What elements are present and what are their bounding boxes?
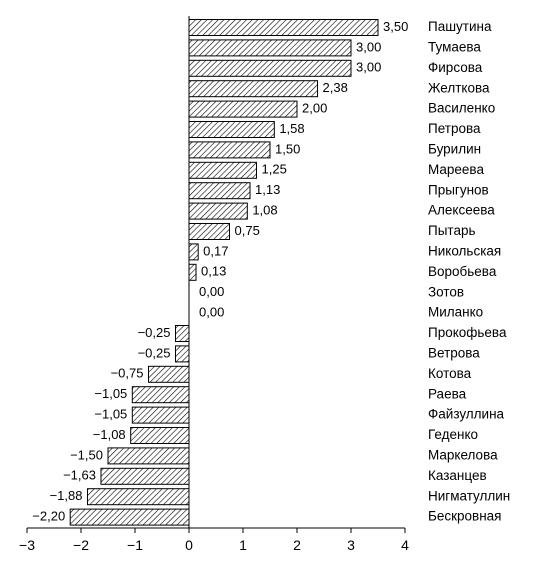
bar (69, 508, 190, 526)
bar (188, 243, 199, 261)
value-label: −1,63 (63, 468, 96, 483)
bar (131, 406, 190, 424)
x-tick-label: −2 (73, 537, 89, 553)
value-label: 0,17 (203, 243, 228, 258)
value-label: 0,13 (201, 264, 226, 279)
value-label: 2,00 (302, 101, 327, 116)
category-label: Файзуллина (428, 407, 505, 422)
category-label: Раева (428, 386, 467, 401)
category-label: Бескровная (428, 509, 502, 524)
bar (188, 39, 352, 57)
labels-layer: 3,50 Пашутина 3,00 Тумаева 3,00 Фирсова 2,38 Же… (32, 19, 510, 524)
bar (130, 427, 190, 444)
value-label: −1,05 (94, 407, 127, 422)
x-tick-label: 3 (347, 537, 355, 553)
category-label: Зотов (428, 284, 464, 299)
bar (107, 447, 190, 465)
category-label: Прокофьева (428, 325, 507, 340)
category-label: Воробьева (428, 264, 497, 279)
bar (86, 488, 190, 506)
value-label: 1,25 (262, 162, 287, 177)
bar (188, 121, 275, 138)
x-tick-label: 0 (185, 537, 193, 553)
value-label: 3,50 (383, 19, 408, 34)
value-label: −1,50 (70, 447, 103, 462)
bar (188, 202, 248, 220)
value-label: −0,75 (111, 366, 144, 381)
bar (131, 386, 190, 404)
bar (188, 80, 319, 98)
value-label: 1,50 (275, 141, 300, 156)
category-label: Геденко (428, 427, 478, 442)
category-label: Ветрова (428, 345, 480, 360)
bar (175, 345, 190, 363)
category-label: Нигматуллин (428, 488, 510, 503)
value-label: −1,05 (94, 386, 127, 401)
category-label: Алексеева (428, 203, 495, 218)
category-label: Фирсова (428, 60, 483, 75)
bar (188, 100, 298, 118)
category-label: Казанцев (428, 468, 487, 483)
value-label: 3,00 (356, 60, 381, 75)
value-label: 1,08 (252, 203, 277, 218)
category-label: Котова (428, 366, 472, 381)
category-label: Маркелова (428, 447, 498, 462)
value-label: 0,00 (199, 284, 224, 299)
category-label: Никольская (428, 243, 501, 258)
x-axis: −3 −2 −1 0 1 2 3 4 (19, 16, 409, 553)
bar (188, 19, 379, 36)
category-label: Желткова (428, 80, 490, 95)
category-label: Миланко (428, 305, 483, 320)
value-label: −0,25 (138, 345, 171, 360)
category-label: Мареева (428, 162, 484, 177)
category-label: Василенко (428, 101, 495, 116)
value-label: −2,20 (32, 509, 65, 524)
bar (188, 141, 271, 159)
x-tick-label: 1 (239, 537, 247, 553)
x-tick-label: −3 (19, 537, 35, 553)
value-label: 0,00 (199, 305, 224, 320)
category-label: Пашутина (428, 19, 492, 34)
category-label: Бурилин (428, 141, 481, 156)
category-label: Пытарь (428, 223, 476, 238)
x-tick-label: −1 (127, 537, 143, 553)
category-label: Петрова (428, 121, 481, 136)
value-label: 0,75 (235, 223, 260, 238)
value-label: 2,38 (323, 80, 348, 95)
category-label: Тумаева (428, 39, 481, 54)
value-label: −1,88 (50, 488, 83, 503)
value-label: −1,08 (93, 427, 126, 442)
bar (148, 365, 190, 383)
bar (188, 182, 251, 200)
value-label: −0,25 (138, 325, 171, 340)
value-label: 1,13 (255, 182, 280, 197)
value-label: 3,00 (356, 39, 381, 54)
bar (188, 161, 257, 179)
bar (175, 325, 190, 342)
x-tick-label: 2 (293, 537, 301, 553)
bar (100, 467, 190, 485)
value-label: 1,58 (279, 121, 304, 136)
category-label: Прыгунов (428, 182, 489, 197)
bar (188, 223, 230, 240)
x-tick-label: 4 (401, 537, 409, 553)
bar (188, 59, 352, 77)
bar (188, 263, 197, 281)
